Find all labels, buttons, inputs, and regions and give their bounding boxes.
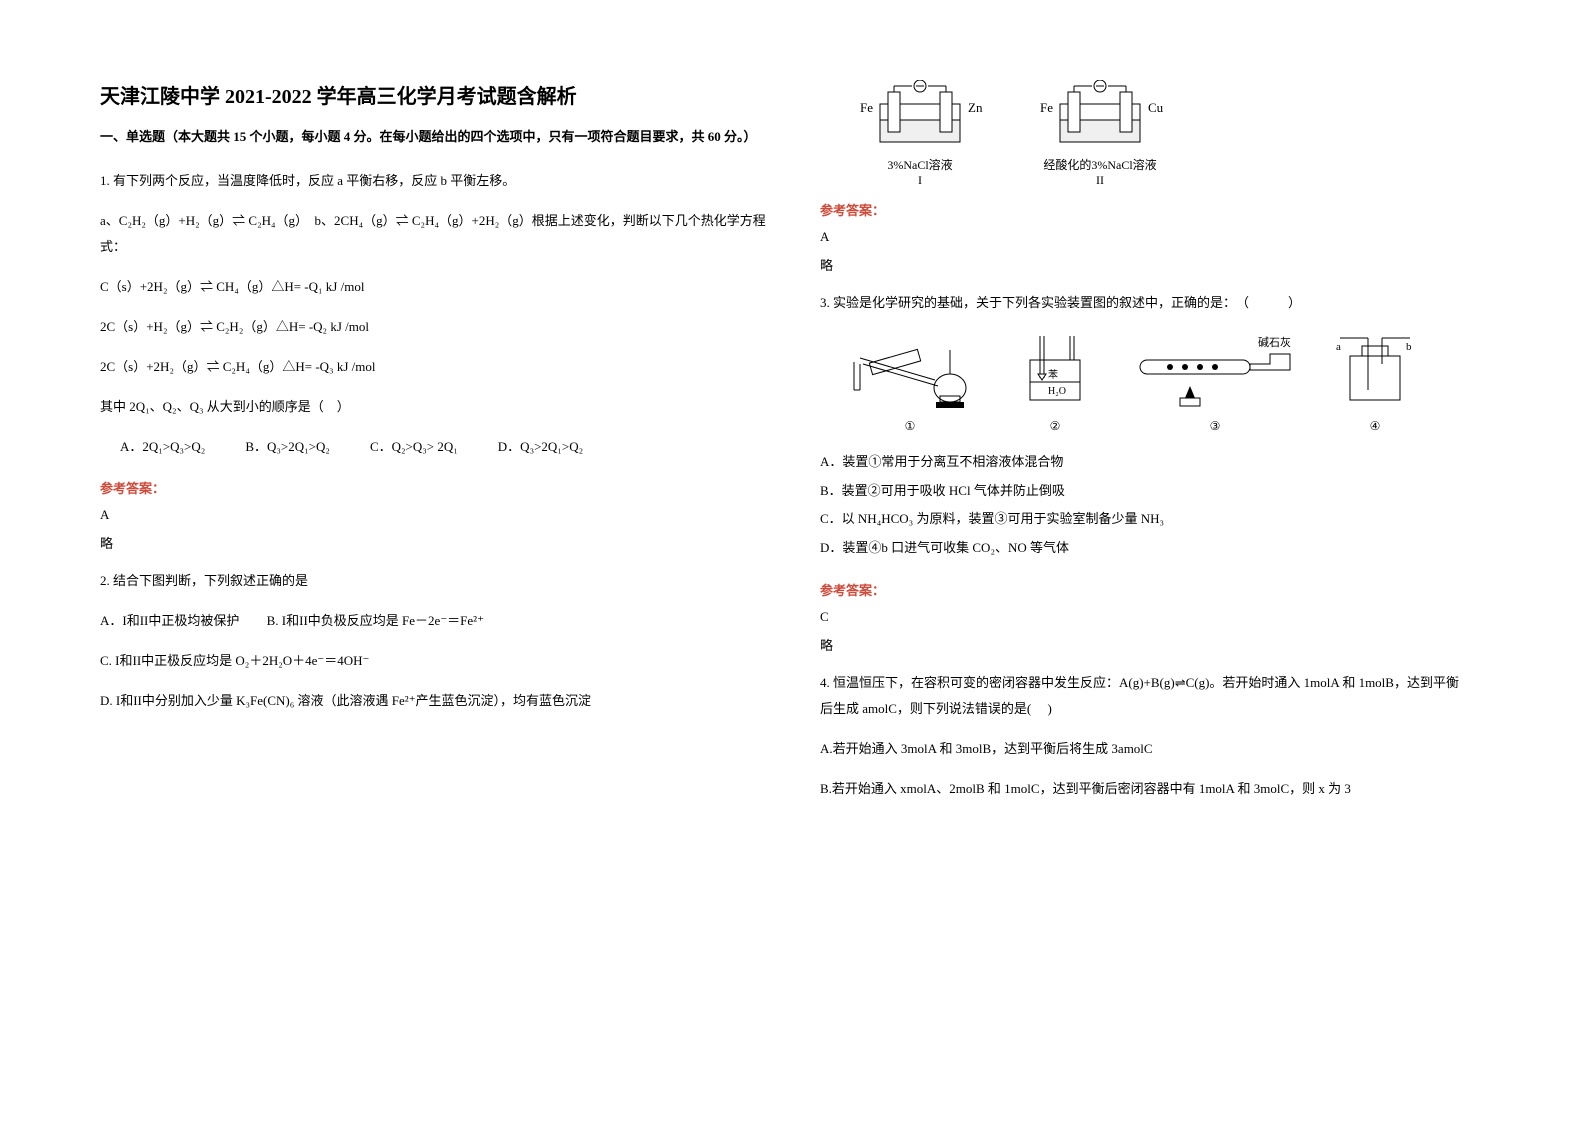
q1-stem: 1. 有下列两个反应，当温度降低时，反应 a 平衡右移，反应 b 平衡左移。 xyxy=(100,168,770,194)
fig2-cu-label: Cu xyxy=(1148,100,1164,115)
q3-optB: B．装置②可用于吸收 HCl 气体并防止倒吸 xyxy=(820,477,1470,506)
q3-stem: 3. 实验是化学研究的基础，关于下列各实验装置图的叙述中，正确的是： （ ） xyxy=(820,290,1470,316)
device-1: ① xyxy=(840,330,980,438)
q4-stem: 4. 恒温恒压下，在容积可变的密闭容器中发生反应：A(g)+B(g)⇌C(g)。… xyxy=(820,670,1470,722)
q2-optC: C. I和II中正极反应均是 O₂＋2H₂O＋4e⁻＝4OH⁻ xyxy=(100,648,770,674)
q2-stem: 2. 结合下图判断，下列叙述正确的是 xyxy=(100,568,770,594)
svg-text:苯: 苯 xyxy=(1048,368,1058,381)
q2-optB: B. I和II中负极反应均是 Fe－2e⁻＝Fe²⁺ xyxy=(267,613,484,628)
left-column: 天津江陵中学 2021-2022 学年高三化学月考试题含解析 一、单选题（本大题… xyxy=(100,80,800,1082)
fig1-caption: 3%NaCl溶液 xyxy=(840,156,1000,173)
fig2-num: II xyxy=(1020,173,1180,188)
distillation-icon xyxy=(840,330,980,410)
q2-fig2: Fe Cu 经酸化的3%NaCl溶液 II xyxy=(1020,80,1180,188)
q1-optB: B．Q₃>2Q₁>Q₂ xyxy=(245,434,330,460)
q1-options: A．2Q₁>Q₃>Q₂ B．Q₃>2Q₁>Q₂ C．Q₂>Q₃> 2Q₁ D．Q… xyxy=(120,434,770,460)
galvanic-cell-icon: Fe Zn xyxy=(840,80,1000,150)
q1-optA: A．2Q₁>Q₃>Q₂ xyxy=(120,434,205,460)
fig1-fe-label: Fe xyxy=(860,100,873,115)
q2-optA-B: A．I和II中正极均被保护 B. I和II中负极反应均是 Fe－2e⁻＝Fe²⁺ xyxy=(100,608,770,634)
page-title: 天津江陵中学 2021-2022 学年高三化学月考试题含解析 xyxy=(100,80,770,109)
right-column: Fe Zn 3%NaCl溶液 I Fe Cu 经酸化的3 xyxy=(800,80,1500,1082)
q4-optA: A.若开始通入 3molA 和 3molB，达到平衡后将生成 3amolC xyxy=(820,736,1470,762)
q1-optC: C．Q₂>Q₃> 2Q₁ xyxy=(370,434,458,460)
device-4: frline x1="38" y1="8" x2="10" y2="8" str… xyxy=(1330,330,1420,438)
device-4-num: ④ xyxy=(1330,414,1420,438)
q1-eq2: 2C（s）+H₂（g）⇌ C₂H₂（g）△H= -Q₂ kJ /mol xyxy=(100,314,770,340)
q2-figures: Fe Zn 3%NaCl溶液 I Fe Cu 经酸化的3 xyxy=(840,80,1470,188)
svg-text:H₂O: H₂O xyxy=(1048,386,1066,397)
fig1-zn-label: Zn xyxy=(968,100,983,115)
q2-answer: A xyxy=(820,229,1470,245)
q3-options: A．装置①常用于分离互不相溶液体混合物 B．装置②可用于吸收 HCl 气体并防止… xyxy=(820,448,1470,562)
q3-optA: A．装置①常用于分离互不相溶液体混合物 xyxy=(820,448,1470,477)
q1-eq1: C（s）+2H₂（g）⇌ CH₄（g）△H= -Q₁ kJ /mol xyxy=(100,274,770,300)
q1-answer-label: 参考答案： xyxy=(100,478,770,497)
question-3: 3. 实验是化学研究的基础，关于下列各实验装置图的叙述中，正确的是： （ ） ① xyxy=(820,290,1470,562)
q3-answer-label: 参考答案： xyxy=(820,580,1470,599)
q4-optB: B.若开始通入 xmolA、2molB 和 1molC，达到平衡后密闭容器中有 … xyxy=(820,776,1470,802)
device-3: 碱石灰 ③ xyxy=(1130,330,1300,438)
device-2: 苯 H₂O ② xyxy=(1010,330,1100,438)
gas-bottle-icon: frline x1="38" y1="8" x2="10" y2="8" str… xyxy=(1330,330,1420,410)
galvanic-cell-icon: Fe Cu xyxy=(1020,80,1180,150)
question-1: 1. 有下列两个反应，当温度降低时，反应 a 平衡右移，反应 b 平衡左移。 a… xyxy=(100,168,770,460)
absorption-icon: 苯 H₂O xyxy=(1010,330,1100,410)
device-3-num: ③ xyxy=(1130,414,1300,438)
q1-ab: a、C₂H₂（g）+H₂（g）⇌ C₂H₄（g） b、2CH₄（g）⇌ C₂H₄… xyxy=(100,208,770,260)
q1-answer: A xyxy=(100,507,770,523)
q2-note: 略 xyxy=(820,255,1470,274)
fig2-fe-label: Fe xyxy=(1040,100,1053,115)
q1-ask: 其中 2Q₁、Q₂、Q₃ 从大到小的顺序是（ ） xyxy=(100,394,770,420)
question-4: 4. 恒温恒压下，在容积可变的密闭容器中发生反应：A(g)+B(g)⇌C(g)。… xyxy=(820,670,1470,802)
q2-fig1: Fe Zn 3%NaCl溶液 I xyxy=(840,80,1000,188)
q1-note: 略 xyxy=(100,533,770,552)
q3-note: 略 xyxy=(820,635,1470,654)
q2-optD: D. I和II中分别加入少量 K₃Fe(CN)₆ 溶液（此溶液遇 Fe²⁺产生蓝… xyxy=(100,688,770,714)
heating-tube-icon: 碱石灰 xyxy=(1130,330,1300,410)
fig2-caption: 经酸化的3%NaCl溶液 xyxy=(1020,156,1180,173)
svg-text:b: b xyxy=(1406,341,1412,353)
fig1-num: I xyxy=(840,173,1000,188)
device-1-num: ① xyxy=(840,414,980,438)
q3-answer: C xyxy=(820,609,1470,625)
svg-text:碱石灰: 碱石灰 xyxy=(1258,335,1291,349)
svg-text:a: a xyxy=(1336,341,1341,353)
q1-eq3: 2C（s）+2H₂（g）⇌ C₂H₄（g）△H= -Q₃ kJ /mol xyxy=(100,354,770,380)
q3-optD: D．装置④b 口进气可收集 CO₂、NO 等气体 xyxy=(820,534,1470,563)
q3-devices: ① 苯 H₂O ② xyxy=(840,330,1470,438)
question-2: 2. 结合下图判断，下列叙述正确的是 A．I和II中正极均被保护 B. I和II… xyxy=(100,568,770,714)
q2-optA: A．I和II中正极均被保护 xyxy=(100,613,239,628)
section-heading: 一、单选题（本大题共 15 个小题，每小题 4 分。在每小题给出的四个选项中，只… xyxy=(100,127,770,148)
q2-answer-label: 参考答案： xyxy=(820,200,1470,219)
device-2-num: ② xyxy=(1010,414,1100,438)
q3-optC: C．以 NH₄HCO₃ 为原料，装置③可用于实验室制备少量 NH₃ xyxy=(820,505,1470,534)
q1-optD: D．Q₃>2Q₁>Q₂ xyxy=(498,434,583,460)
